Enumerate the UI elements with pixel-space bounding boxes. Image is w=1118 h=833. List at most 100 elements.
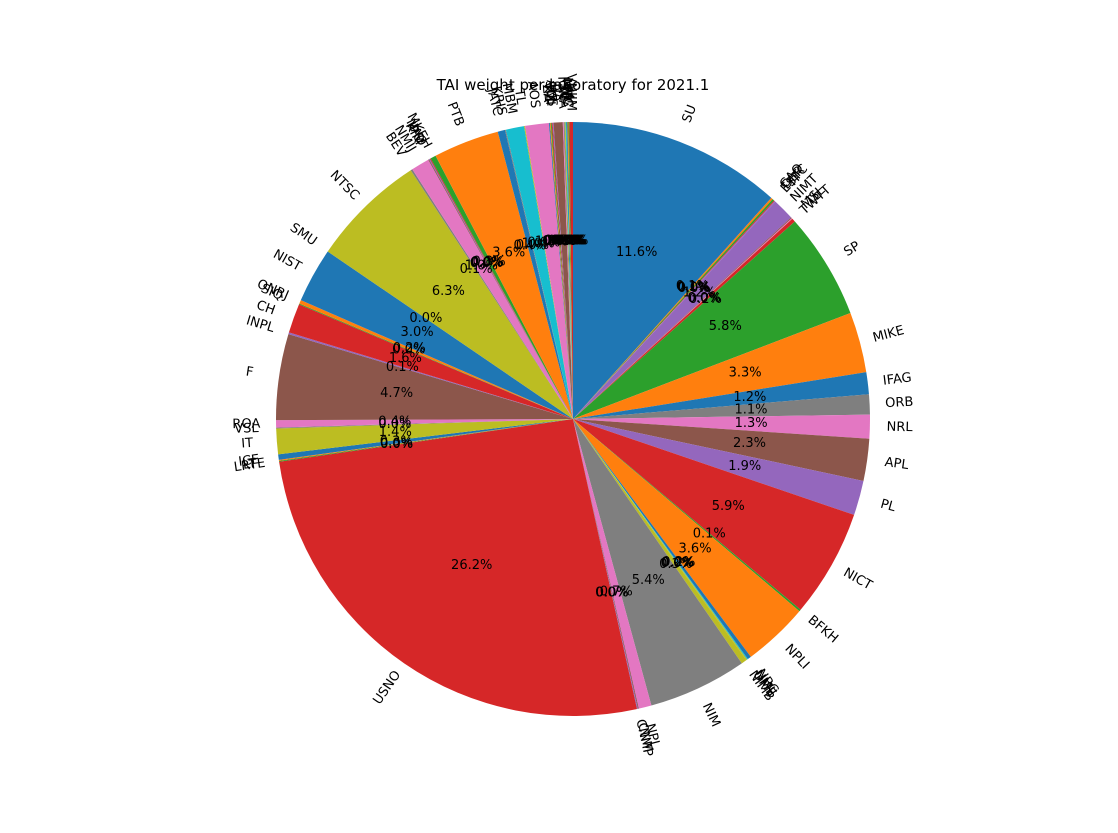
slice-category-label: NTSC: [327, 168, 362, 204]
slice-percent-label: 3.6%: [679, 541, 712, 556]
pie-slice: [505, 126, 573, 420]
slice-percent-label: 0.0%: [543, 234, 576, 249]
slice-percent-label: 0.0%: [380, 436, 413, 451]
pie-slice: [573, 313, 867, 419]
slice-percent-label: 0.0%: [543, 234, 576, 249]
pie-slice: [549, 122, 573, 420]
slice-category-label: CNM: [634, 721, 655, 754]
pie-slice: [573, 419, 800, 657]
pie-slice: [497, 129, 573, 420]
pie-slice: [298, 303, 573, 419]
slice-category-label: NRL: [886, 420, 913, 436]
slice-percent-label: 0.3%: [659, 557, 692, 572]
slice-percent-label: 26.2%: [451, 558, 492, 573]
slice-percent-label: 0.0%: [516, 238, 549, 253]
slice-category-label: CH: [254, 298, 277, 319]
pie-slice: [565, 122, 573, 419]
pie-slice: [278, 419, 573, 462]
pie-slice: [288, 304, 573, 419]
pie-slice: [563, 122, 573, 419]
pie-slice: [573, 201, 792, 419]
slice-percent-label: 0.0%: [470, 256, 503, 271]
slice-percent-label: 0.0%: [409, 311, 442, 326]
slice-category-label: BFKH: [805, 613, 841, 647]
pie-slice: [278, 419, 573, 461]
slice-percent-label: 0.0%: [553, 233, 586, 248]
pie-slice: [573, 419, 748, 661]
pie-slice: [276, 334, 573, 421]
slice-category-label: SCL: [542, 80, 559, 106]
pie-slice: [412, 159, 573, 419]
pie-slice: [524, 122, 573, 419]
pie-slice: [573, 419, 748, 660]
slice-category-label: MIKE: [871, 323, 906, 346]
pie-slice: [410, 169, 573, 419]
pie-slice: [573, 201, 776, 419]
slice-percent-label: 0.0%: [688, 291, 721, 306]
pie-slice: [568, 122, 573, 419]
slice-category-label: LT: [242, 456, 257, 473]
slice-percent-label: 1.4%: [379, 425, 412, 440]
slice-percent-label: 0.2%: [662, 555, 695, 570]
slice-percent-label: 4.7%: [380, 386, 413, 401]
slice-percent-label: 0.0%: [527, 236, 560, 251]
slice-category-label: F: [245, 365, 255, 381]
slice-percent-label: 1.1%: [734, 403, 767, 418]
pie-slice: [550, 122, 573, 419]
pie-slice: [276, 419, 573, 428]
pie-slice: [429, 158, 573, 420]
slice-percent-label: 0.0%: [545, 234, 578, 249]
slice-percent-label: 0.2%: [393, 341, 426, 356]
pie-slice: [573, 372, 869, 419]
slice-percent-label: 0.4%: [378, 414, 411, 429]
pie-slice: [276, 419, 573, 429]
pie-slice: [435, 131, 573, 419]
pie-slice: [300, 251, 573, 419]
pie-slice: [566, 122, 573, 419]
slice-category-label: IGNA: [554, 76, 570, 109]
slice-percent-label: 0.0%: [471, 255, 504, 270]
slice-category-label: NMC: [560, 77, 576, 107]
slice-percent-label: 0.0%: [392, 343, 425, 358]
pie-slice: [564, 122, 573, 419]
slice-percent-label: 3.3%: [729, 365, 762, 380]
slice-percent-label: 0.0%: [553, 233, 586, 248]
pie-slice: [552, 122, 573, 419]
slice-percent-label: 0.1%: [676, 279, 709, 294]
slice-percent-label: 0.1%: [693, 526, 726, 541]
pie-slice: [573, 218, 795, 419]
slice-percent-label: 0.2%: [689, 292, 722, 307]
slice-category-label: TP: [558, 83, 573, 100]
slice-category-label: ROA: [232, 417, 260, 432]
slice-category-label: SG: [556, 83, 572, 102]
slice-category-label: KZ: [540, 84, 556, 103]
slice-percent-label: 0.0%: [554, 233, 587, 248]
pie-slice: [573, 414, 870, 439]
slice-category-label: NICT: [841, 565, 875, 593]
slice-percent-label: 0.0%: [661, 556, 694, 571]
slice-percent-label: 0.0%: [678, 281, 711, 296]
slice-category-label: VMI: [541, 81, 558, 106]
slice-category-label: JATC: [483, 86, 504, 118]
pie-slice: [573, 218, 793, 419]
pie-slice: [573, 217, 792, 419]
slice-category-label: UA: [549, 83, 565, 102]
pie-slice: [573, 419, 639, 709]
percent-labels: 11.6%0.1%0.1%0.0%0.0%1.2%0.0%0.0%0.2%5.8…: [378, 233, 767, 600]
pie-slice: [428, 159, 573, 419]
slice-percent-label: 0.0%: [677, 281, 710, 296]
slice-category-label: UA: [561, 83, 576, 102]
pie-slice: [276, 419, 573, 455]
slice-category-label: APL: [884, 455, 911, 473]
slice-category-label: VNIIM: [563, 74, 578, 112]
pie-slice: [573, 419, 855, 610]
pie-slice: [573, 419, 652, 709]
pie-slice: [327, 170, 573, 419]
slice-percent-label: 1.9%: [728, 459, 761, 474]
pie-slice: [430, 155, 573, 419]
slice-percent-label: 5.9%: [712, 499, 745, 514]
slice-percent-label: 1.0%: [522, 237, 555, 252]
pie-slice: [573, 197, 773, 419]
slice-percent-label: 0.0%: [595, 585, 628, 600]
pie-slice: [573, 221, 851, 419]
